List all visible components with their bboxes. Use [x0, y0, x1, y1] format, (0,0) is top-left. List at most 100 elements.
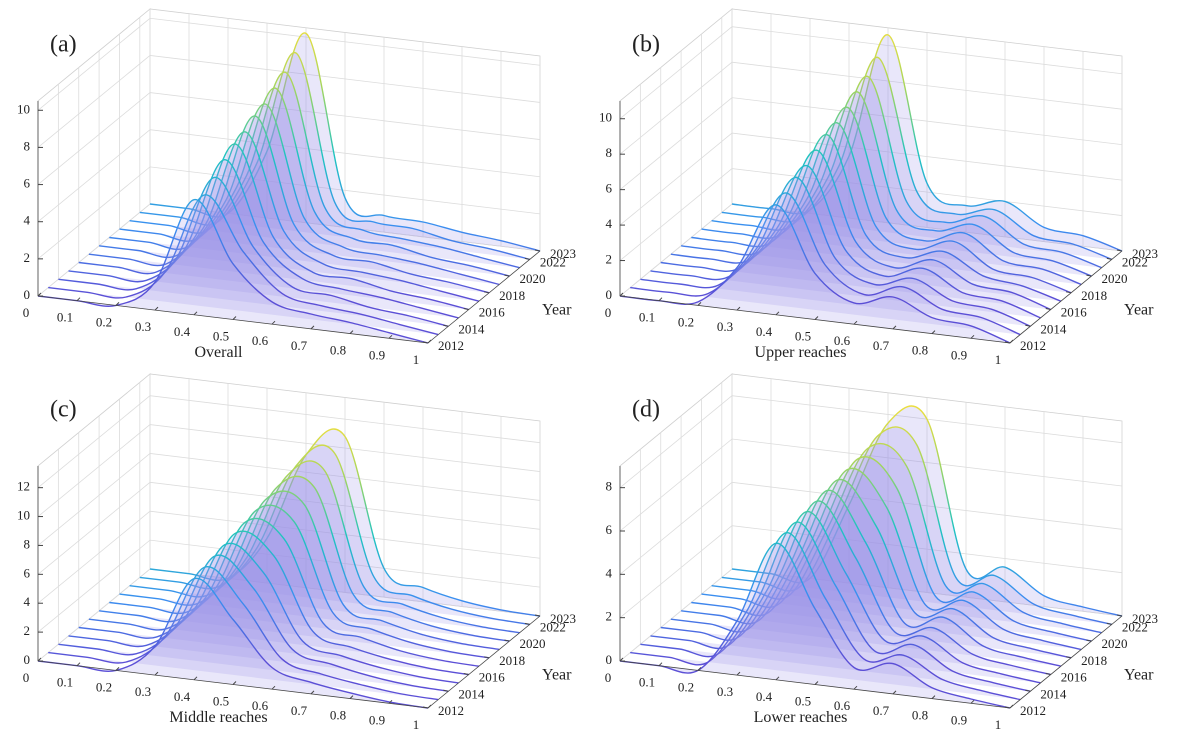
surface-fill [48, 194, 439, 335]
surface-fill [68, 159, 459, 318]
y-tick-label: 2016 [1061, 305, 1088, 320]
surface-slice [99, 504, 490, 659]
panel: 0 2 4 6 8 0 0.1 0.2 0.3 0.4 0.5 0.6 0.7 0.8 0.9 1 2012 20… [605, 373, 1158, 730]
z-tick-label: 6 [606, 522, 613, 537]
y-tick-label: 2016 [479, 305, 506, 320]
y-tick-label: 2016 [479, 670, 506, 685]
x-tick-label: 0.6 [834, 698, 851, 713]
y-tick-label: 2020 [1101, 636, 1127, 651]
panel: 0 2 4 6 8 10 0 0.1 0.2 0.3 0.4 0.5 0.6 0.7 0.8 0.9 1 2012… [17, 8, 576, 367]
y-tick-label: 2018 [499, 653, 525, 668]
surface-slice [48, 566, 439, 701]
x-tick-label: 0.7 [291, 703, 308, 718]
x-tick-label: 0.8 [330, 708, 346, 723]
surface-fill [99, 115, 490, 293]
x-tick [1009, 339, 1014, 344]
x-tick-label: 0.4 [756, 324, 773, 339]
z-tick-label: 10 [599, 110, 612, 125]
x-tick-label: 1 [995, 352, 1002, 367]
panel-label: (c) [50, 397, 77, 423]
surface-slice [99, 115, 490, 294]
y-tick-label: 2023 [1132, 246, 1158, 261]
z-tick-label: 10 [17, 101, 30, 116]
x-tick [931, 695, 936, 699]
y-tick-label: 2012 [1020, 338, 1046, 353]
y-tick-label: 2014 [1040, 686, 1067, 701]
x-tick [193, 311, 198, 316]
panel: 0 2 4 6 8 10 0 0.1 0.2 0.3 0.4 0.5 0.6 0.7 0.8 0.9 1 2012… [599, 8, 1158, 367]
z-tick-label: 12 [17, 479, 30, 494]
x-tick-label: 0.9 [369, 347, 385, 362]
x-tick-label: 0.1 [57, 310, 73, 325]
y-tick [1116, 614, 1123, 617]
surface-slice [78, 530, 469, 676]
x-tick [814, 681, 819, 685]
x-tick [736, 671, 741, 676]
axis-title: Year [1124, 302, 1154, 319]
z-tick-label: 0 [606, 287, 613, 302]
x-tick-label: 0.4 [174, 324, 191, 339]
surface-fill [660, 500, 1051, 675]
z-tick-label: 0 [606, 652, 613, 667]
surface-fill [721, 426, 1112, 625]
x-tick [427, 704, 432, 709]
surface-fill [711, 76, 1102, 268]
x-tick-label: 0.5 [795, 328, 811, 343]
y-tick-label: 2018 [499, 288, 525, 303]
x-tick-label: 0.4 [174, 689, 191, 704]
x-tick [76, 662, 81, 667]
surface-slice [650, 164, 1041, 319]
y-tick [534, 249, 541, 252]
z-tick-label: 8 [24, 536, 31, 551]
y-tick [1065, 291, 1072, 294]
y-tick [422, 341, 429, 344]
x-tick-label: 0.7 [291, 338, 308, 353]
y-tick [1106, 622, 1112, 625]
surface-fill [691, 107, 1082, 285]
y-tick-label: 2022 [540, 619, 566, 634]
axis-line [1009, 615, 1123, 709]
surface-fill [129, 460, 520, 633]
x-tick-label: 0.9 [951, 347, 967, 362]
z-tick-label: 10 [17, 508, 30, 523]
axis-title: Overall [195, 344, 244, 361]
y-tick [422, 706, 429, 709]
x-tick-label: 0.7 [873, 338, 890, 353]
surface-slice [670, 134, 1062, 302]
surface-slice [681, 478, 1072, 659]
y-tick [1025, 689, 1031, 692]
x-tick [697, 302, 702, 306]
y-tick-label: 2022 [1122, 254, 1148, 269]
y-tick [463, 673, 469, 676]
x-tick [349, 695, 354, 699]
x-tick [115, 302, 120, 306]
x-tick-label: 0.9 [369, 712, 385, 727]
surface-fill [139, 52, 530, 260]
surface-fill [691, 468, 1082, 650]
surface-slice [701, 456, 1092, 642]
z-tick-label: 4 [24, 594, 31, 609]
surface-slice [48, 194, 439, 336]
y-tick-label: 2023 [1132, 611, 1158, 626]
y-tick-label: 2018 [1081, 288, 1107, 303]
y-tick [483, 291, 490, 294]
surface-fill [660, 150, 1051, 310]
x-tick [310, 325, 315, 330]
x-tick [775, 676, 780, 681]
axis-line [1009, 250, 1123, 344]
surface-slice [78, 143, 469, 311]
x-tick-label: 0.3 [717, 684, 733, 699]
surface-fill [650, 511, 1041, 683]
x-tick-label: 0.1 [57, 675, 73, 690]
surface-slice [109, 490, 500, 651]
surface-fill [58, 555, 449, 692]
x-tick-label: 0.1 [639, 675, 655, 690]
surface-slice [119, 475, 510, 642]
z-tick-label: 8 [606, 479, 613, 494]
surface-slice [630, 192, 1021, 336]
surface-slice [88, 131, 480, 302]
surface-fill [129, 72, 520, 268]
x-tick-label: 0 [23, 305, 30, 320]
y-tick-label: 2020 [1101, 271, 1127, 286]
